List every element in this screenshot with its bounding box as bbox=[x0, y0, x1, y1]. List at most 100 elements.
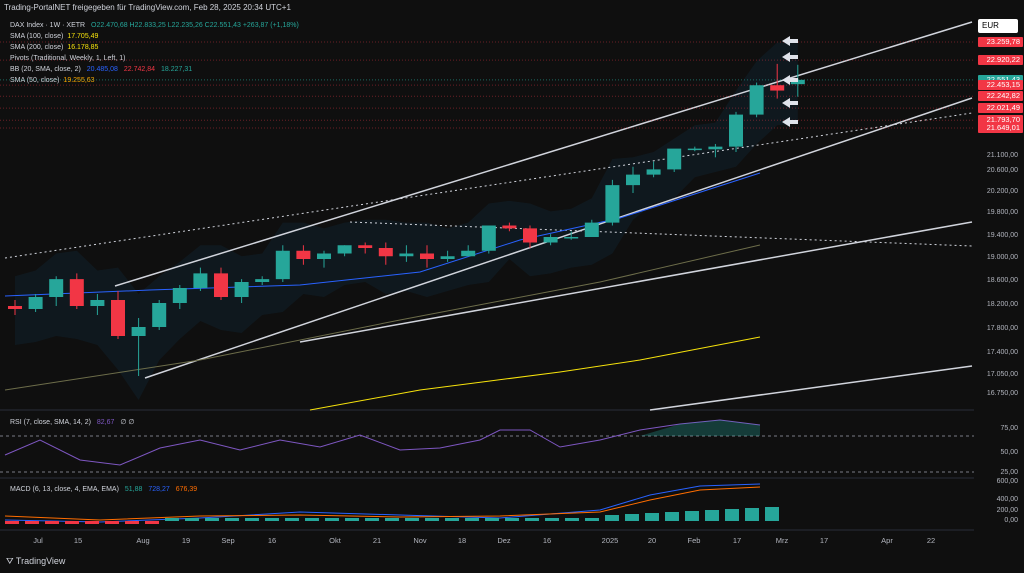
legend-rsi[interactable]: RSI (7, close, SMA, 14, 2) 82,67 ∅ ∅ bbox=[10, 418, 139, 427]
candle-body bbox=[49, 279, 64, 297]
currency-selector[interactable]: EUR bbox=[978, 19, 1018, 33]
macd-histogram-bar bbox=[685, 511, 699, 521]
legend-sma200-value: 16.178,85 bbox=[67, 44, 99, 51]
candle-body bbox=[255, 279, 270, 282]
macd-histogram-bar bbox=[185, 518, 199, 521]
price-level-label: 22.453,15 bbox=[978, 80, 1023, 91]
legend-rsi-extra: ∅ ∅ bbox=[120, 419, 135, 426]
candle-body bbox=[296, 250, 311, 259]
macd-histogram-bar bbox=[485, 518, 499, 521]
dotted-resistance-line bbox=[349, 221, 973, 247]
time-tick-label: 2025 bbox=[601, 536, 619, 545]
macd-tick-label: 600,00 bbox=[996, 478, 1018, 485]
macd-histogram-bar bbox=[525, 518, 539, 521]
macd-histogram-bar bbox=[725, 509, 739, 521]
legend-pivots[interactable]: Pivots (Traditional, Weekly, 1, Left, 1) bbox=[10, 54, 129, 63]
legend-bb[interactable]: BB (20, SMA, close, 2) 20.485,08 22.742,… bbox=[10, 65, 196, 74]
legend-sma100[interactable]: SMA (100, close) 17.705,49 bbox=[10, 32, 102, 41]
rsi-line bbox=[4, 419, 761, 466]
candle-body bbox=[90, 300, 105, 306]
macd-histogram-bar bbox=[5, 521, 19, 524]
time-tick-label: 16 bbox=[542, 536, 552, 545]
price-level-label: 22.920,22 bbox=[978, 55, 1023, 66]
macd-histogram-bar bbox=[45, 521, 59, 524]
candle-body bbox=[461, 250, 476, 257]
candle-body bbox=[481, 225, 496, 251]
macd-histogram-bar bbox=[545, 518, 559, 521]
legend-sma50-value: 19.255,63 bbox=[63, 77, 95, 84]
legend-bb-upper: 22.742,84 bbox=[123, 66, 156, 73]
macd-histogram-bar bbox=[225, 518, 239, 521]
candle-body bbox=[440, 256, 455, 259]
macd-signal-line bbox=[4, 486, 761, 521]
macd-histogram-bar bbox=[505, 518, 519, 521]
trend-channel-lower bbox=[144, 97, 973, 379]
legend-macd-hist: 51,88 bbox=[124, 486, 143, 493]
time-tick-label: 21 bbox=[372, 536, 382, 545]
candle-body bbox=[378, 248, 393, 257]
legend-bb-basis: 20.485,08 bbox=[86, 66, 118, 73]
price-tick-label: 20.600,00 bbox=[986, 167, 1018, 174]
price-tick-label: 17.400,00 bbox=[986, 349, 1018, 356]
price-tick-label: 19.400,00 bbox=[986, 232, 1018, 239]
long-term-trend-line bbox=[649, 365, 973, 411]
macd-histogram-bar bbox=[585, 518, 599, 521]
legend-sma200[interactable]: SMA (200, close) 16.178,85 bbox=[10, 43, 102, 52]
price-tick-label: 17.800,00 bbox=[986, 325, 1018, 332]
candle-body bbox=[584, 222, 599, 237]
macd-histogram-bar bbox=[625, 514, 639, 521]
time-tick-label: 17 bbox=[819, 536, 829, 545]
tradingview-logo: ⛛ TradingView bbox=[6, 556, 66, 566]
candle-body bbox=[152, 303, 167, 327]
legend-macd[interactable]: MACD (6, 13, close, 4, EMA, EMA) 51,88 7… bbox=[10, 485, 201, 494]
candle-body bbox=[790, 79, 805, 85]
legend-macd-signal: 676,39 bbox=[175, 486, 198, 493]
macd-histogram-bar bbox=[465, 518, 479, 521]
candle-body bbox=[358, 245, 373, 248]
candle-body bbox=[234, 282, 249, 297]
time-tick-label: 16 bbox=[267, 536, 277, 545]
candle-body bbox=[69, 279, 84, 306]
macd-histogram-bar bbox=[325, 518, 339, 521]
price-tick-label: 20.200,00 bbox=[986, 188, 1018, 195]
macd-histogram-bar bbox=[665, 512, 679, 521]
macd-histogram-bar bbox=[205, 518, 219, 521]
legend-bb-label: BB (20, SMA, close, 2) bbox=[10, 66, 81, 73]
macd-histogram-bar bbox=[305, 518, 319, 521]
rsi-tick-label: 75,00 bbox=[1000, 425, 1018, 432]
time-tick-label: Jul bbox=[33, 536, 43, 545]
time-tick-label: Mrz bbox=[775, 536, 789, 545]
candle-body bbox=[275, 250, 290, 280]
logo-text: TradingView bbox=[15, 556, 66, 566]
legend-symbol-name: DAX Index · 1W · XETR bbox=[10, 22, 86, 29]
macd-histogram-bar bbox=[745, 508, 759, 521]
time-tick-label: 19 bbox=[181, 536, 191, 545]
candle-body bbox=[626, 174, 640, 186]
macd-histogram-bar bbox=[705, 510, 719, 521]
macd-histogram-bar bbox=[165, 518, 179, 521]
macd-histogram-bar bbox=[65, 521, 79, 524]
time-tick-label: Apr bbox=[881, 536, 893, 545]
bollinger-band-fill bbox=[15, 42, 798, 401]
rsi-tick-label: 50,00 bbox=[1000, 449, 1018, 456]
candle-body bbox=[111, 300, 125, 336]
candle-body bbox=[28, 297, 43, 309]
candle-body bbox=[646, 169, 661, 175]
left-arrow-icon bbox=[782, 52, 798, 62]
legend-sma100-label: SMA (100, close) bbox=[10, 33, 64, 40]
trend-channel-upper bbox=[114, 21, 973, 287]
price-tick-label: 18.200,00 bbox=[986, 301, 1018, 308]
macd-histogram-bar bbox=[105, 521, 119, 524]
macd-histogram-bar bbox=[565, 518, 579, 521]
macd-tick-label: 200,00 bbox=[996, 507, 1018, 514]
candle-body bbox=[131, 327, 146, 336]
candle-body bbox=[687, 148, 702, 151]
macd-histogram-bar bbox=[445, 518, 459, 521]
time-tick-label: 20 bbox=[647, 536, 657, 545]
time-tick-label: Sep bbox=[221, 536, 235, 545]
candle-body bbox=[420, 253, 434, 259]
time-tick-label: Okt bbox=[329, 536, 341, 545]
price-tick-label: 19.000,00 bbox=[986, 254, 1018, 261]
legend-sma50[interactable]: SMA (50, close) 19.255,63 bbox=[10, 76, 99, 85]
